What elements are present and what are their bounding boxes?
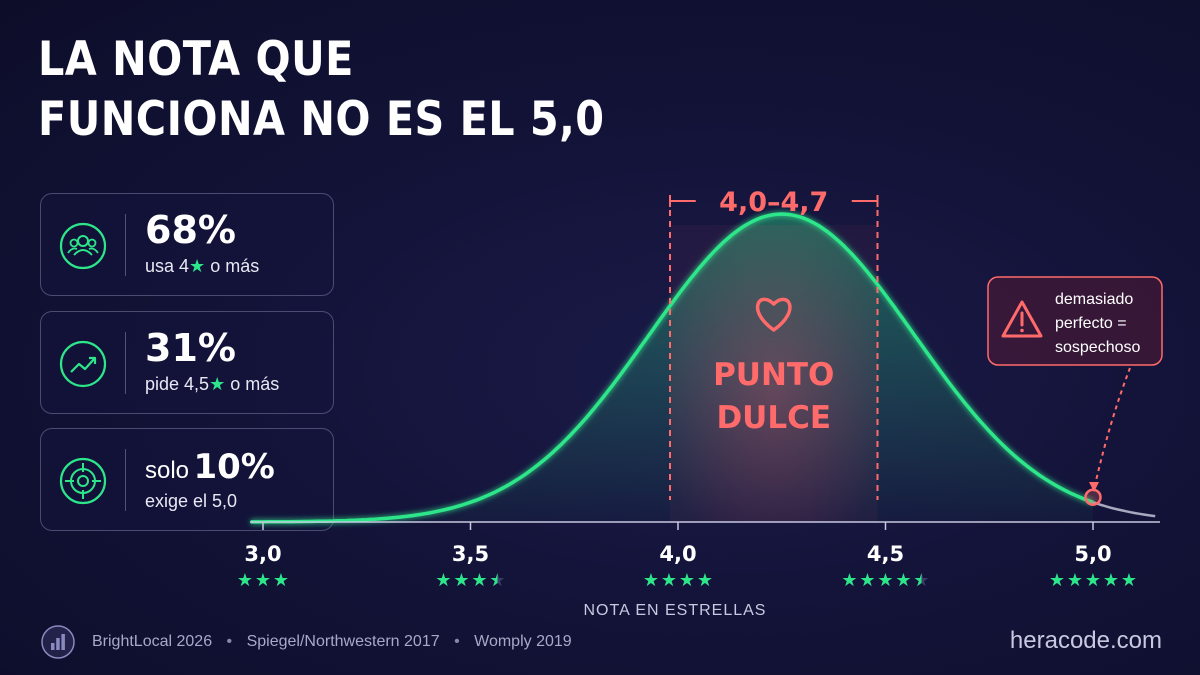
rating-star: ★	[1049, 570, 1065, 591]
sweet-spot-label-line1: PUNTO	[713, 357, 834, 393]
rating-star: ★	[471, 570, 487, 591]
rating-star: ★	[1103, 570, 1119, 591]
rating-star: ★	[877, 570, 893, 591]
warning-text-line2: perfecto =	[1055, 315, 1127, 332]
card-divider	[125, 449, 126, 511]
x-tick-label: 3,0	[244, 542, 281, 566]
star-icon: ★	[189, 256, 206, 276]
users-icon	[59, 222, 107, 270]
warning-text-line3: sospechoso	[1055, 339, 1140, 356]
rating-star: ★	[697, 570, 713, 591]
warning-text-line1: demasiado	[1055, 291, 1133, 308]
card-divider	[125, 214, 126, 276]
warning-box	[987, 276, 1163, 366]
stat-value: 68%	[145, 208, 236, 252]
x-tick-label: 5,0	[1074, 542, 1111, 566]
target-icon	[59, 457, 107, 505]
source-2: Spiegel/Northwestern 2017	[246, 633, 440, 650]
rating-star: ★	[435, 570, 451, 591]
rating-star: ★	[679, 570, 695, 591]
rating-star: ★	[859, 570, 875, 591]
separator: •	[226, 633, 233, 650]
card-divider	[125, 332, 126, 394]
x-tick-label: 3,5	[452, 542, 489, 566]
rating-star: ★	[913, 570, 929, 591]
stat-value: 31%	[145, 326, 236, 370]
x-tick-label: 4,0	[659, 542, 696, 566]
warning-callout: demasiado perfecto = sospechoso	[987, 276, 1163, 492]
rating-star: ★	[661, 570, 677, 591]
warning-arrowhead	[1089, 482, 1099, 492]
star-icon: ★	[209, 374, 226, 394]
rating-star: ★	[489, 570, 505, 591]
stat-card-users: 68% usa 4★ o más	[40, 193, 334, 296]
rating-star: ★	[841, 570, 857, 591]
rating-star: ★	[453, 570, 469, 591]
rating-star: ★	[255, 570, 271, 591]
rating-star: ★	[895, 570, 911, 591]
five-star-marker	[1084, 488, 1102, 506]
stat-value: 10%	[193, 447, 275, 487]
range-label: 4,0–4,7	[719, 187, 828, 218]
separator: •	[454, 633, 460, 650]
rating-star: ★	[643, 570, 659, 591]
range-bracket	[669, 195, 879, 207]
sweet-spot-label-line2: DULCE	[716, 400, 831, 436]
x-axis-label: NOTA EN ESTRELLAS	[584, 602, 767, 619]
stat-label: pide 4,5★ o más	[145, 374, 280, 394]
rating-star: ★	[237, 570, 253, 591]
stat-label: exige el 5,0	[145, 491, 238, 511]
warning-icon	[1001, 300, 1043, 338]
rating-star: ★	[273, 570, 289, 591]
rating-star: ★	[1067, 570, 1083, 591]
stat-label: usa 4★ o más	[145, 256, 260, 276]
stat-card-trend: 31% pide 4,5★ o más	[40, 311, 334, 414]
source-3: Womply 2019	[474, 633, 572, 650]
heart-icon	[755, 297, 792, 332]
stat-card-target: solo 10% exige el 5,0	[40, 428, 334, 531]
rating-half-star: ★	[489, 570, 505, 591]
rating-star: ★	[1121, 570, 1137, 591]
trend-up-icon	[59, 340, 107, 388]
stat-value-line: solo 10%	[145, 447, 275, 487]
warning-arrow	[1094, 367, 1131, 486]
x-tick-label: 4,5	[867, 542, 904, 566]
page-title: LA NOTA QUE FUNCIONA NO ES EL 5,0	[38, 30, 605, 150]
title-line-1: LA NOTA QUE	[38, 32, 354, 87]
bar-chart-icon	[41, 625, 75, 659]
rating-half-star: ★	[913, 570, 929, 591]
distribution-curve	[250, 212, 1094, 524]
sources: BrightLocal 2026 • Spiegel/Northwestern …	[92, 633, 572, 651]
title-line-2: FUNCIONA NO ES EL 5,0	[38, 92, 605, 147]
stat-prefix: solo	[145, 457, 190, 484]
curve-tail	[1092, 501, 1156, 518]
brand-url: heracode.com	[1009, 627, 1162, 654]
source-1: BrightLocal 2026	[92, 633, 213, 650]
rating-star: ★	[1085, 570, 1101, 591]
sweet-spot-zone	[670, 225, 878, 522]
